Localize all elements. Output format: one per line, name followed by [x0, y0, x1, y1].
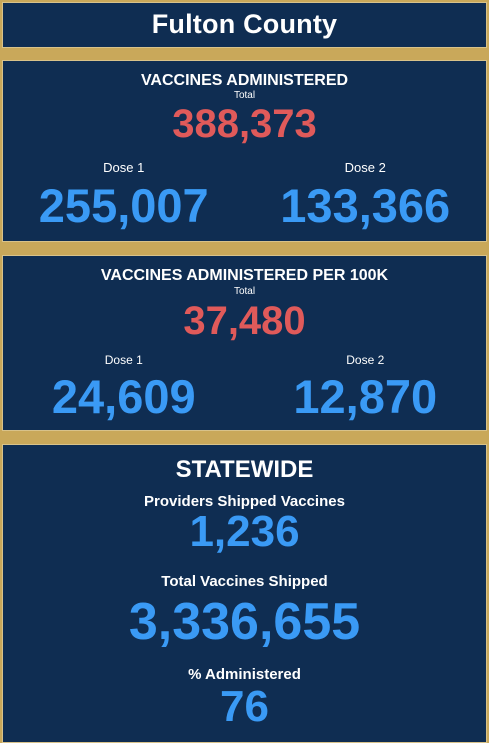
per-100k-heading: VACCINES ADMINISTERED PER 100K [100, 267, 389, 284]
providers-shipped-value: 1,236 [189, 507, 300, 556]
total-shipped-label: Total Vaccines Shipped [161, 573, 328, 590]
percent-administered-label: % Administered [188, 666, 301, 683]
vaccines-administered-panel: VACCINES ADMINISTERED Total 388,373 Dose… [2, 60, 487, 242]
per-100k-dose1-label: Dose 1 [104, 353, 143, 367]
total-shipped-value: 3,336,655 [128, 593, 361, 651]
statewide-panel: STATEWIDE Providers Shipped Vaccines 1,2… [2, 444, 487, 743]
county-title-panel: Fulton County [2, 2, 487, 48]
vaccines-dose2-label: Dose 2 [344, 160, 386, 175]
per-100k-dose2-value: 12,870 [293, 370, 438, 423]
county-title: Fulton County [151, 9, 338, 39]
vaccines-dose1-label: Dose 1 [103, 160, 145, 175]
vaccines-total-value: 388,373 [172, 102, 317, 146]
statewide-heading: STATEWIDE [175, 456, 314, 483]
providers-shipped-label: Providers Shipped Vaccines [144, 493, 345, 510]
vaccines-dose2-value: 133,366 [280, 179, 451, 232]
per-100k-total-value: 37,480 [183, 299, 306, 343]
vaccines-total-label: Total [233, 90, 256, 101]
vaccines-administered-heading: VACCINES ADMINISTERED [140, 72, 349, 89]
per-100k-dose2-label: Dose 2 [346, 353, 385, 367]
per-100k-dose1-value: 24,609 [51, 370, 196, 423]
per-100k-total-label: Total [233, 286, 256, 297]
percent-administered-value: 76 [220, 682, 269, 731]
per-100k-panel: VACCINES ADMINISTERED PER 100K Total 37,… [2, 255, 487, 431]
vaccines-dose1-value: 255,007 [38, 179, 209, 232]
